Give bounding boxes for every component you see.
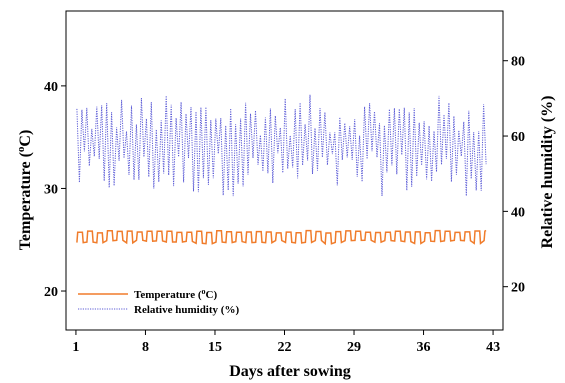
x-tick-label: 43 [486,340,500,355]
y-right-tick-label: 80 [511,55,525,70]
y-right-axis-title: Relative humidity (%) [539,96,556,249]
legend-temperature-label: Temperature (oC) [134,287,217,301]
x-axis-title: Days after sowing [229,363,350,380]
y-right-tick-label: 40 [511,205,525,220]
plot-frame [65,10,504,331]
x-tick-label: 22 [278,340,292,355]
x-tick-label: 36 [417,340,431,355]
y-left-tick-label: 40 [44,80,58,95]
x-tick-label: 8 [142,340,149,355]
temperature-series-line [76,229,487,246]
legend-humidity-label: Relative humidity (%) [134,304,239,316]
y-right-tick-label: 20 [511,281,525,296]
y-left-tick-label: 20 [44,285,58,300]
x-tick-label: 29 [347,340,361,355]
humidity-series-line [76,94,487,197]
y-right-tick-label: 60 [511,130,525,145]
x-tick-label: 15 [208,340,222,355]
x-tick-label: 1 [72,340,79,355]
y-left-tick-label: 30 [44,182,58,197]
y-left-axis-title: Temperature (oC) [15,130,34,251]
